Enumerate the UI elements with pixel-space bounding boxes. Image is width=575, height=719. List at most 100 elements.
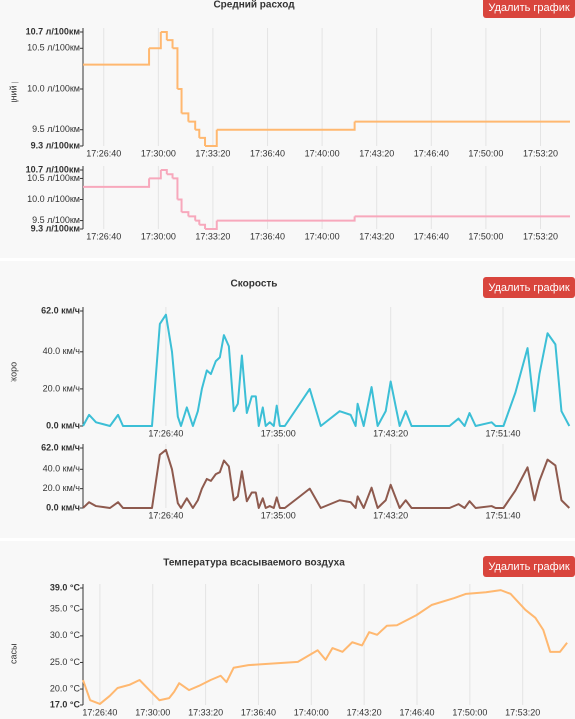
y-tick-label: 17.0 °C bbox=[50, 699, 81, 709]
x-tick-label: 17:26:40 bbox=[148, 428, 183, 438]
y-tick-label: 10.0 л/100км bbox=[27, 83, 80, 93]
x-tick-label: 17:53:20 bbox=[505, 707, 540, 717]
y-axis-label: Средний расход bbox=[8, 53, 18, 122]
x-tick-label: 17:51:40 bbox=[486, 510, 521, 520]
step-segment bbox=[166, 173, 174, 179]
step-segment bbox=[195, 219, 201, 225]
step-segment bbox=[160, 169, 168, 175]
y-tick-label: 20.0 °C bbox=[50, 683, 81, 693]
line-series bbox=[82, 589, 568, 705]
y-tick-label: 25.0 °C bbox=[50, 657, 81, 667]
step-segment bbox=[199, 223, 207, 229]
y-axis-label: Скорость bbox=[8, 348, 18, 387]
step-segment bbox=[83, 48, 151, 66]
x-tick-label: 17:26:40 bbox=[86, 231, 121, 241]
step-segment bbox=[188, 215, 197, 221]
y-tick-label: 10.7 л/100км bbox=[26, 164, 81, 174]
step-segment bbox=[205, 220, 218, 230]
x-tick-label: 17:30:00 bbox=[141, 148, 176, 158]
y-tick-label: 0.0 км/ч bbox=[46, 420, 80, 430]
step-segment bbox=[177, 88, 183, 114]
step-segment bbox=[172, 47, 179, 89]
x-tick-label: 17:43:20 bbox=[347, 707, 382, 717]
button-bg bbox=[483, 556, 575, 577]
step-segment bbox=[195, 128, 201, 138]
x-tick-label: 17:33:20 bbox=[195, 148, 230, 158]
button-bg bbox=[483, 0, 575, 18]
y-tick-label: 10.5 л/100км bbox=[27, 173, 80, 183]
step-segment bbox=[83, 178, 151, 188]
x-tick-label: 17:46:40 bbox=[414, 231, 449, 241]
x-tick-label: 17:46:40 bbox=[414, 148, 449, 158]
step-segment bbox=[188, 120, 197, 130]
x-tick-label: 17:30:00 bbox=[135, 707, 170, 717]
x-tick-label: 17:36:40 bbox=[241, 707, 276, 717]
x-tick-label: 17:46:40 bbox=[399, 707, 434, 717]
x-tick-label: 17:26:40 bbox=[148, 510, 183, 520]
step-segment bbox=[199, 136, 207, 146]
delete-button[interactable]: Удалить график bbox=[483, 0, 575, 18]
step-segment bbox=[160, 31, 168, 41]
y-tick-label: 39.0 °C bbox=[50, 582, 81, 592]
y-tick-label: 20.0 км/ч bbox=[43, 383, 81, 393]
button-bg bbox=[483, 277, 575, 298]
step-segment bbox=[216, 121, 356, 131]
button-label[interactable]: Удалить график bbox=[488, 2, 569, 14]
step-segment bbox=[177, 198, 183, 213]
x-tick-label: 17:43:20 bbox=[373, 510, 408, 520]
x-tick-label: 17:53:20 bbox=[523, 148, 558, 158]
y-tick-label: 62.0 км/ч bbox=[41, 305, 80, 315]
separator bbox=[0, 258, 575, 261]
y-tick-label: 40.0 км/ч bbox=[43, 464, 81, 474]
line-series bbox=[82, 448, 571, 509]
y-tick-label: 10.5 л/100км bbox=[27, 43, 80, 53]
line-series bbox=[82, 313, 571, 427]
step-segment bbox=[149, 32, 162, 50]
x-tick-label: 17:33:20 bbox=[188, 707, 223, 717]
y-tick-label: 40.0 км/ч bbox=[43, 346, 81, 356]
x-tick-label: 17:36:40 bbox=[250, 231, 285, 241]
x-tick-label: 17:43:20 bbox=[373, 428, 408, 438]
x-tick-label: 17:40:00 bbox=[305, 231, 340, 241]
x-tick-label: 17:50:00 bbox=[468, 231, 503, 241]
y-tick-label: 62.0 км/ч bbox=[41, 442, 80, 452]
x-tick-label: 17:26:40 bbox=[82, 707, 117, 717]
button-label[interactable]: Удалить график bbox=[488, 561, 569, 573]
y-tick-label: 10.0 л/100км bbox=[27, 194, 80, 204]
x-tick-label: 17:43:20 bbox=[359, 148, 394, 158]
step-segment bbox=[216, 216, 356, 222]
y-tick-label: 9.3 л/100км bbox=[31, 223, 81, 233]
delete-button[interactable]: Удалить график bbox=[483, 277, 575, 298]
step-segment bbox=[181, 112, 190, 122]
button-label[interactable]: Удалить график bbox=[488, 282, 569, 294]
y-tick-label: 10.7 л/100км bbox=[26, 26, 81, 36]
step-segment bbox=[149, 170, 162, 180]
x-tick-label: 17:33:20 bbox=[195, 231, 230, 241]
y-tick-label: 30.0 °C bbox=[50, 630, 81, 640]
y-tick-label: 35.0 °C bbox=[50, 604, 81, 614]
x-tick-label: 17:40:00 bbox=[294, 707, 329, 717]
x-tick-label: 17:43:20 bbox=[359, 231, 394, 241]
x-tick-label: 17:35:00 bbox=[261, 428, 296, 438]
y-axis-label: Температура всасываемого воздуха bbox=[8, 574, 18, 719]
x-tick-label: 17:50:00 bbox=[452, 707, 487, 717]
y-tick-label: 9.5 л/100км bbox=[32, 124, 80, 134]
step-segment bbox=[205, 129, 218, 147]
chart-title: Средний расход bbox=[213, 0, 295, 11]
separator bbox=[0, 538, 575, 541]
chart-title: Температура всасываемого воздуха bbox=[163, 558, 345, 569]
y-tick-label: 0.0 км/ч bbox=[46, 502, 80, 512]
y-tick-label: 20.0 км/ч bbox=[43, 483, 81, 493]
step-segment bbox=[181, 211, 190, 217]
x-tick-label: 17:53:20 bbox=[523, 231, 558, 241]
delete-button[interactable]: Удалить график bbox=[483, 556, 575, 577]
y-tick-label: 9.5 л/100км bbox=[32, 215, 80, 225]
step-segment bbox=[172, 177, 179, 200]
x-tick-label: 17:51:40 bbox=[486, 428, 521, 438]
x-tick-label: 17:26:40 bbox=[86, 148, 121, 158]
x-tick-label: 17:40:00 bbox=[305, 148, 340, 158]
y-tick-label: 9.3 л/100км bbox=[31, 140, 81, 150]
x-tick-label: 17:50:00 bbox=[468, 148, 503, 158]
